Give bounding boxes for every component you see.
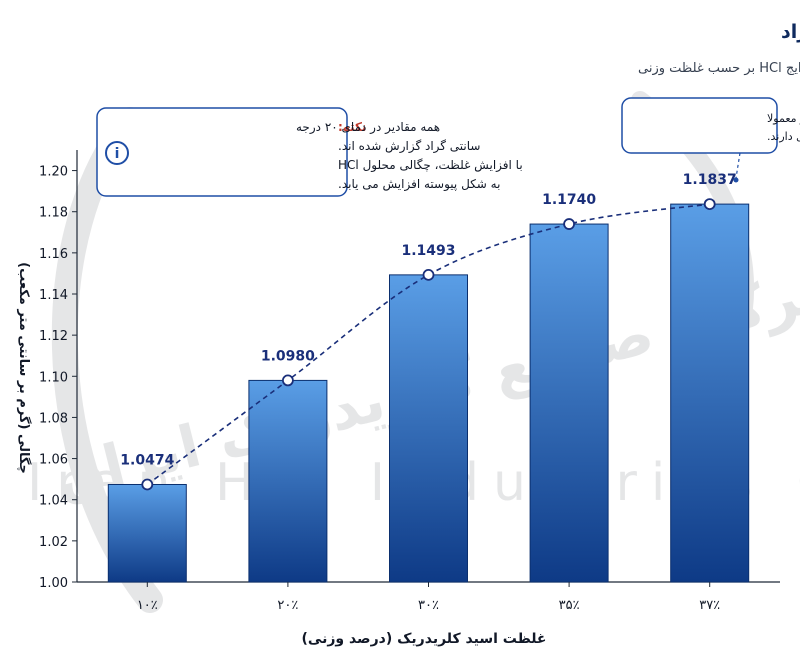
svg-text:i: i [115,146,120,162]
y-tick-label: 1.08 [39,411,68,426]
y-tick-label: 1.00 [39,576,68,591]
callout-connector-dot [733,177,739,183]
x-tick-label: ۱۰٪ [137,598,158,613]
y-tick-label: 1.20 [39,165,68,180]
callout-line1: غلظت های بالاتر معمولا [767,112,800,125]
note-box: i نکته: همه مقادیر در دمای ۲۰ درجه سانتی… [96,107,523,197]
note-line3: با افزایش غلظت، چگالی محلول HCl [338,158,523,173]
y-tick-label: 1.04 [39,494,68,509]
note-heading: نکته: [338,120,366,134]
bar [529,223,609,583]
bar-value-label: 1.0980 [261,348,315,364]
x-tick-label: ۳۷٪ [699,598,720,613]
trend-point [141,478,154,491]
x-axis-label: غلظت اسید کلریدریک (درصد وزنی) [302,631,547,647]
y-axis-label: چگالی (گرم بر سانتی متر مکعب) [16,262,32,474]
y-ticks: 1.00 1.02 1.04 1.06 1.08 1.10 1.12 1.14 1.16 1.18… [39,165,77,591]
y-tick-label: 1.12 [39,329,68,344]
x-tick-label: ۲۰٪ [277,598,298,613]
note-line1: همه مقادیر در دمای ۲۰ درجه [296,120,440,135]
y-tick-label: 1.02 [39,535,68,550]
bar [107,483,187,583]
chart-subtitle: نمودار مقایسه ای چگالی محلول های رایج HC… [638,60,800,76]
callout-line2: مه زایی محسوس تری دارند. [767,130,800,143]
bars [107,203,750,583]
callout-box: غلظت های بالاتر معمولا مه زایی محسوس تری… [621,97,800,183]
bar-value-label: 1.0474 [120,452,174,468]
y-tick-label: 1.14 [39,288,68,303]
trend-point [422,268,435,281]
note-line2: سانتی گراد گزارش شده اند. [338,139,480,154]
bar-value-label: 1.1740 [542,192,596,208]
trend-point [281,374,294,387]
chart-title: اسید کلریدریک غلیظ تر، چگالی بیشتر: مقای… [781,20,800,43]
y-tick-label: 1.18 [39,206,68,221]
bar [670,203,750,583]
y-tick-label: 1.16 [39,247,68,262]
value-labels: 1.0474 1.0980 1.1493 1.1740 1.1837 [120,172,736,468]
bar [389,274,468,583]
x-ticks: ۱۰٪ ۲۰٪ ۳۰٪ ۳۵٪ ۳۷٪ [137,582,720,613]
bar [248,379,328,583]
bar-value-label: 1.1837 [683,172,737,188]
bar-value-label: 1.1493 [401,243,455,259]
note-line4: به شکل پیوسته افزایش می یابد. [338,177,500,192]
x-tick-label: ۳۰٪ [418,598,439,613]
y-tick-label: 1.06 [39,453,68,468]
trend-point [703,198,716,211]
info-icon: i [105,141,129,165]
trend-line-group [141,198,716,491]
callout-connector [735,152,741,179]
x-tick-label: ۳۵٪ [559,598,580,613]
trend-point [563,218,575,230]
y-tick-label: 1.10 [39,370,68,385]
